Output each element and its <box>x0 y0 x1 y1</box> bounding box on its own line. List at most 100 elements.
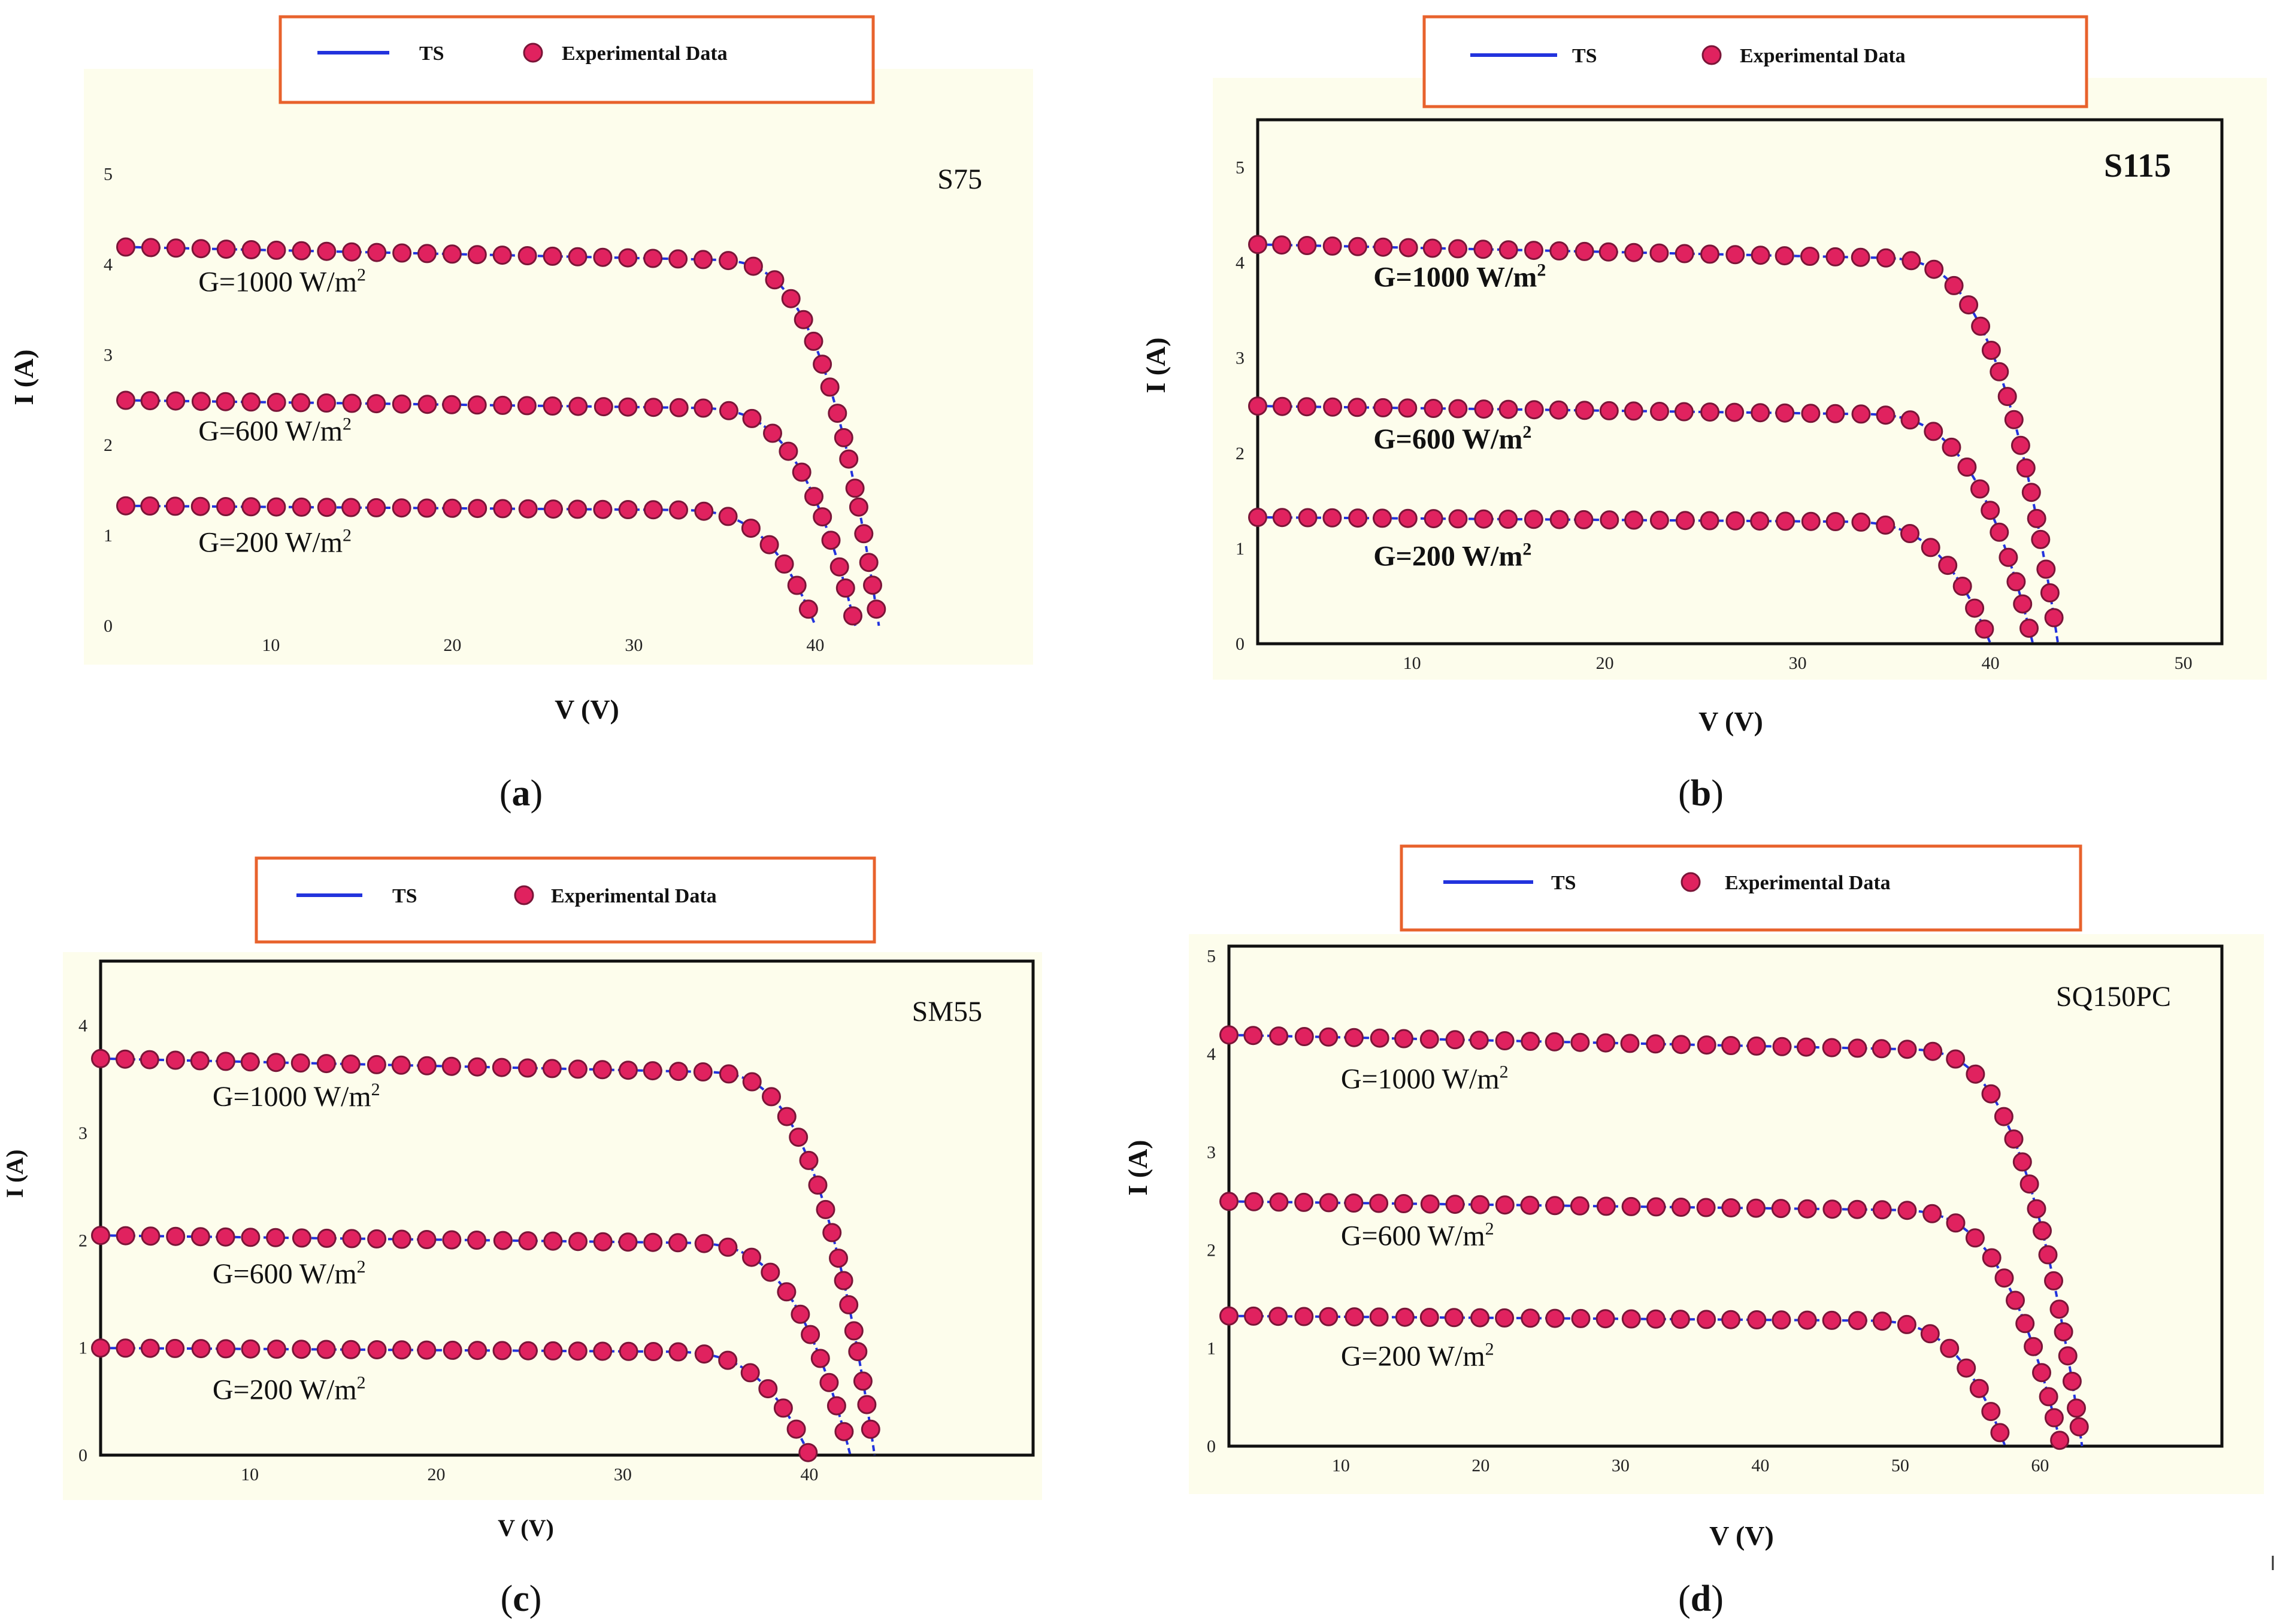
irradiance-label: G=1000 W/m2 <box>213 1080 380 1113</box>
experimental-point <box>1982 1248 2002 1268</box>
experimental-point <box>1448 399 1468 419</box>
irradiance-text: G=600 W/m <box>1373 423 1522 455</box>
experimental-point <box>808 1175 828 1195</box>
experimental-point <box>1649 510 1669 530</box>
experimental-point <box>759 535 779 555</box>
experimental-point <box>392 498 411 518</box>
experimental-point <box>1520 1195 1540 1215</box>
experimental-point <box>568 1341 588 1361</box>
experimental-point <box>593 1232 613 1252</box>
experimental-point <box>1746 1036 1766 1056</box>
experimental-point <box>367 1055 386 1074</box>
legend-ts-label: TS <box>419 43 444 65</box>
experimental-point <box>1876 405 1896 425</box>
experimental-point <box>517 246 537 265</box>
experimental-point <box>2032 1363 2051 1383</box>
y-tick-label: 4 <box>1207 1044 1216 1064</box>
experimental-point <box>2031 529 2051 549</box>
experimental-point <box>1248 235 1267 254</box>
experimental-point <box>845 478 865 498</box>
experimental-point <box>813 355 832 374</box>
experimental-point <box>719 251 738 271</box>
x-tick-label: 30 <box>1789 653 1807 673</box>
experimental-point <box>1574 401 1594 420</box>
irradiance-superscript: 2 <box>357 1257 366 1277</box>
experimental-point <box>1966 1064 1985 1084</box>
experimental-point <box>834 1422 854 1441</box>
legend-marker-swatch <box>1701 45 1722 65</box>
experimental-point <box>165 1338 185 1358</box>
y-tick-label: 1 <box>1207 1338 1216 1358</box>
series-0: G=1000 W/m2 <box>1219 1025 2089 1447</box>
experimental-point <box>1981 501 2000 520</box>
experimental-point <box>1922 1204 1942 1223</box>
experimental-point <box>241 497 261 517</box>
experimental-point <box>844 1321 864 1341</box>
experimental-point <box>1872 1039 1891 1059</box>
experimental-point <box>1348 508 1368 528</box>
experimental-point <box>1921 538 1940 558</box>
experimental-point <box>826 1396 846 1416</box>
irradiance-superscript: 2 <box>1485 1219 1494 1238</box>
experimental-point <box>1521 1308 1540 1328</box>
experimental-point <box>291 393 311 413</box>
experimental-point <box>568 247 588 266</box>
experimental-point <box>1772 1037 1792 1056</box>
experimental-point <box>141 1226 161 1246</box>
experimental-point <box>1219 1192 1239 1211</box>
experimental-point <box>1624 401 1643 421</box>
irradiance-text: G=200 W/m <box>198 526 343 558</box>
experimental-point <box>1345 1307 1364 1327</box>
experimental-point <box>2050 1431 2070 1450</box>
experimental-point <box>593 1341 613 1361</box>
experimental-point <box>2024 1337 2043 1356</box>
model-name: S75 <box>937 163 982 195</box>
experimental-point <box>292 497 311 517</box>
caption-paren-close: ) <box>1711 1578 1724 1619</box>
experimental-point <box>267 1340 286 1359</box>
irradiance-superscript: 2 <box>357 1373 366 1393</box>
experimental-point <box>821 531 841 550</box>
experimental-point <box>1248 396 1267 416</box>
experimental-point <box>741 519 761 538</box>
experimental-point <box>1621 1196 1641 1216</box>
experimental-point <box>1596 1196 1616 1216</box>
x-tick-label: 40 <box>1751 1456 1769 1475</box>
experimental-point <box>668 249 688 269</box>
experimental-point <box>1674 402 1694 422</box>
x-tick-label: 50 <box>1891 1456 1909 1475</box>
y-tick-label: 2 <box>78 1231 87 1250</box>
experimental-point <box>777 1282 797 1302</box>
model-name: S115 <box>2104 147 2171 184</box>
experimental-point <box>2033 1221 2052 1241</box>
experimental-point <box>742 1072 762 1092</box>
experimental-point <box>1298 508 1318 528</box>
experimental-point <box>1646 1197 1666 1217</box>
experimental-point <box>191 1339 211 1359</box>
experimental-point <box>492 1341 512 1361</box>
experimental-point <box>1600 510 1619 530</box>
experimental-point <box>1942 437 1961 457</box>
experimental-point <box>829 557 849 577</box>
experimental-point <box>1273 396 1292 416</box>
irradiance-text: G=200 W/m <box>1341 1341 1485 1372</box>
experimental-point <box>719 401 738 420</box>
experimental-point <box>1848 1038 1867 1058</box>
experimental-point <box>849 497 868 517</box>
experimental-point <box>1721 1198 1741 1217</box>
caption-paren-close: ) <box>1711 773 1724 814</box>
x-tick-label: 20 <box>428 1465 446 1484</box>
experimental-point <box>813 507 832 527</box>
experimental-point <box>367 1229 387 1249</box>
experimental-point <box>392 1229 411 1249</box>
caption-paren-open: ( <box>499 773 512 814</box>
experimental-point <box>266 1053 286 1072</box>
panel-background <box>84 69 1033 665</box>
experimental-point <box>804 487 823 507</box>
experimental-point <box>643 500 663 520</box>
y-tick-label: 1 <box>104 526 113 546</box>
experimental-point <box>518 499 538 519</box>
experimental-point <box>1700 511 1719 531</box>
experimental-point <box>568 499 588 519</box>
experimental-point <box>116 390 135 410</box>
